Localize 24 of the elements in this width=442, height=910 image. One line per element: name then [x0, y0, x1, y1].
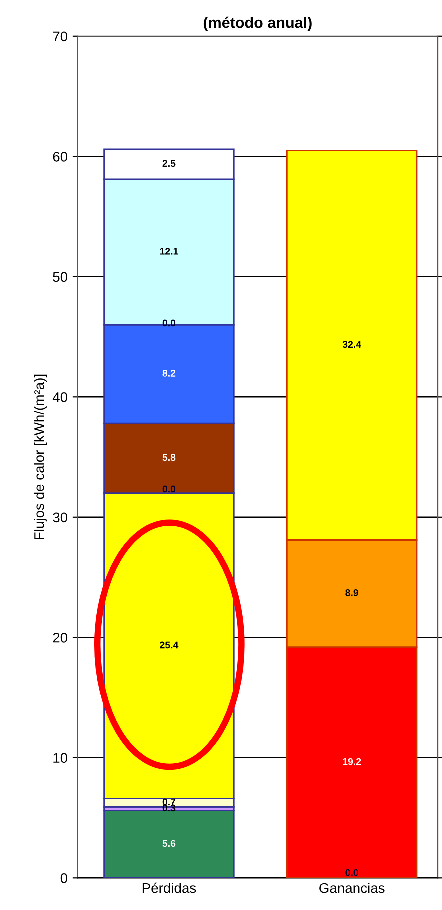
data-label: 32.4: [342, 341, 362, 348]
y-tick-label: 50: [53, 272, 68, 282]
y-tick-label: 60: [53, 152, 68, 162]
data-label: 25.4: [160, 642, 179, 649]
x-tick-label: Ganancias: [320, 883, 385, 894]
y-tick-label: 10: [54, 753, 68, 764]
data-label: 0.3: [162, 804, 176, 812]
data-label: 5.6: [162, 840, 176, 848]
data-label: 19.2: [343, 758, 362, 766]
y-axis-title: Flujos de calor [kWh/(m²a)]: [34, 374, 48, 540]
y-tick-label: 40: [52, 392, 68, 402]
data-label: 8.2: [162, 370, 176, 377]
y-tick-label: 30: [53, 512, 68, 523]
chart-title: (método anual): [204, 16, 312, 32]
x-tick-label: Pérdidas: [142, 882, 196, 894]
annotation: 0.0: [162, 486, 176, 493]
annotation: 0.0: [346, 869, 358, 876]
y-tick-label: 0: [60, 873, 68, 884]
y-tick-label: 20: [53, 632, 68, 643]
y-tick-label: 70: [53, 32, 68, 42]
data-label: 12.1: [160, 248, 178, 255]
data-label: 8.9: [346, 589, 358, 596]
data-label: 5.8: [162, 454, 176, 462]
data-label: 2.5: [162, 160, 176, 168]
